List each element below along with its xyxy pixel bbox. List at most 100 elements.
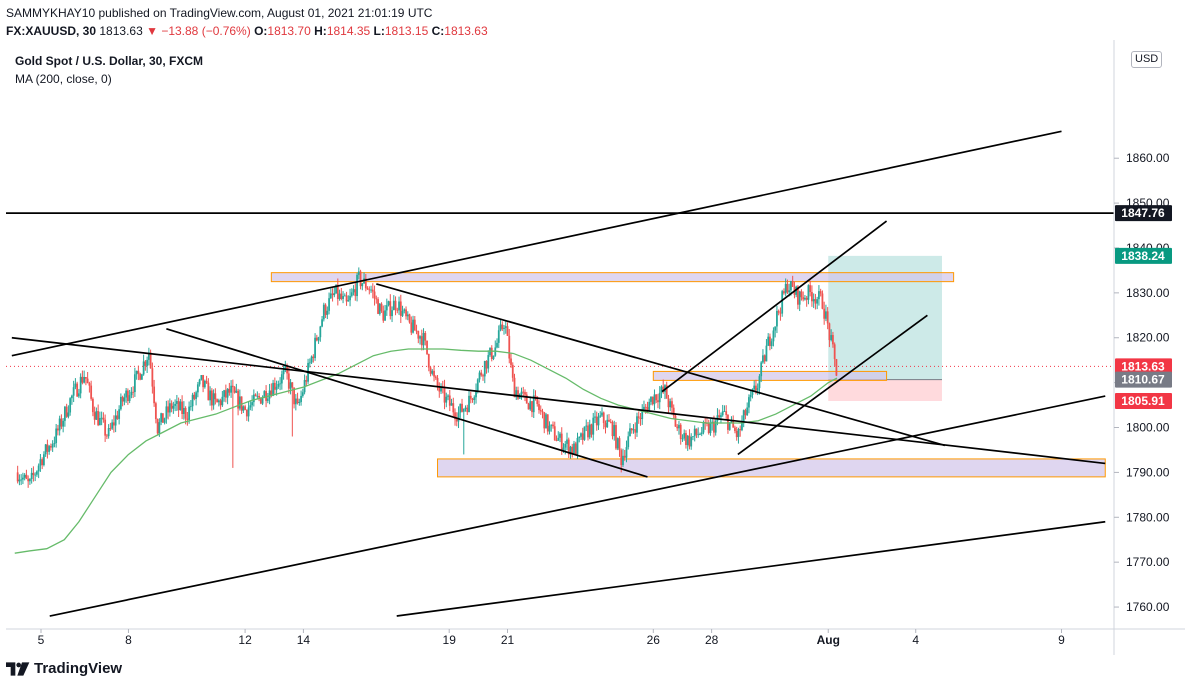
candle-body	[774, 326, 777, 331]
ma-200-line	[14, 348, 838, 554]
candle-body	[203, 380, 206, 388]
currency-button[interactable]: USD	[1131, 51, 1163, 68]
candle-body	[60, 418, 63, 427]
candle-body	[669, 401, 672, 408]
x-tick-label: 26	[647, 633, 661, 647]
candle-body	[32, 472, 35, 476]
candle-body	[662, 386, 665, 393]
sr-zone	[652, 370, 888, 381]
candle-body	[77, 393, 80, 397]
candle-body	[692, 436, 694, 438]
candle-body	[515, 390, 518, 398]
candle-body	[280, 374, 283, 384]
candle-body	[511, 364, 514, 378]
candle-body	[501, 324, 504, 330]
candle-body	[412, 319, 414, 333]
candle-body	[298, 401, 301, 403]
candle-body	[391, 310, 393, 317]
candle-body	[510, 358, 512, 365]
candle-body	[622, 455, 624, 466]
candle-body	[405, 309, 407, 317]
candle-body	[385, 305, 388, 311]
candle-body	[343, 295, 346, 297]
candle-body	[142, 361, 145, 375]
candle-body	[382, 310, 385, 321]
candle-body	[310, 356, 313, 363]
candle-body	[70, 395, 73, 399]
candle-body	[317, 337, 320, 341]
close-value: 1813.63	[444, 24, 488, 38]
y-tick-label: 1780.00	[1126, 510, 1170, 524]
candle-body	[660, 386, 663, 393]
candle-body	[284, 365, 287, 371]
candle-body	[90, 385, 93, 399]
candle-body	[448, 395, 451, 406]
candle-body	[826, 311, 829, 324]
candle-body	[585, 425, 588, 427]
candle-body	[135, 370, 138, 375]
candle-body	[686, 435, 689, 446]
candle-body	[608, 419, 610, 422]
candle-body	[697, 434, 700, 436]
candle-body	[161, 413, 164, 423]
price-label: 1838.24	[1121, 249, 1165, 263]
candle-body	[573, 443, 575, 454]
candle-body	[693, 428, 696, 437]
candle-body	[347, 300, 350, 302]
candle-body	[760, 362, 763, 377]
low-label: L:	[373, 24, 385, 38]
candle-body	[574, 443, 577, 455]
candle-body	[263, 391, 266, 398]
candle-body	[100, 417, 103, 419]
symbol-label: FX:XAUUSD, 30	[6, 24, 97, 38]
candle-body	[811, 292, 813, 302]
candle-body	[338, 293, 341, 300]
candle-body	[18, 479, 21, 482]
candle-body	[634, 429, 637, 433]
trend-line	[737, 314, 928, 456]
candle-body	[272, 382, 274, 396]
candle-body	[431, 370, 434, 374]
candle-body	[182, 407, 185, 414]
candle-body	[566, 439, 568, 444]
tradingview-logo[interactable]: TradingView	[6, 660, 122, 677]
candle-body	[25, 474, 28, 479]
candle-body	[576, 437, 579, 455]
candle-body	[618, 438, 621, 451]
candle-body	[184, 407, 187, 419]
candle-body	[228, 388, 231, 393]
candle-body	[84, 376, 87, 379]
candle-body	[429, 367, 432, 374]
candle-body	[111, 422, 114, 429]
price-label-box	[1115, 358, 1172, 375]
candle-body	[212, 393, 215, 406]
candle-body	[375, 298, 378, 300]
open-value: 1813.70	[267, 24, 311, 38]
candle-body	[814, 299, 817, 304]
plot-area	[6, 130, 1114, 617]
candle-body	[732, 420, 735, 428]
candle-body	[230, 385, 232, 393]
candle-body	[174, 403, 177, 406]
candle-body	[753, 385, 756, 390]
candle-body	[16, 472, 19, 482]
candle-body	[41, 459, 44, 466]
price-label: 1813.63	[1121, 359, 1165, 373]
x-tick-label: 21	[501, 633, 515, 647]
candle-body	[769, 336, 771, 347]
candle-body	[464, 407, 467, 409]
trend-line	[49, 395, 1106, 617]
candle-body	[151, 368, 154, 387]
candle-body	[627, 436, 630, 448]
candle-body	[452, 403, 455, 413]
candle-body	[44, 444, 47, 455]
candle-body	[770, 341, 773, 347]
candle-body	[119, 396, 122, 410]
candle-body	[639, 417, 642, 420]
candle-body	[198, 379, 201, 385]
candle-body	[508, 335, 511, 359]
candle-body	[268, 390, 271, 399]
candle-body	[408, 314, 411, 323]
candle-body	[741, 421, 743, 431]
